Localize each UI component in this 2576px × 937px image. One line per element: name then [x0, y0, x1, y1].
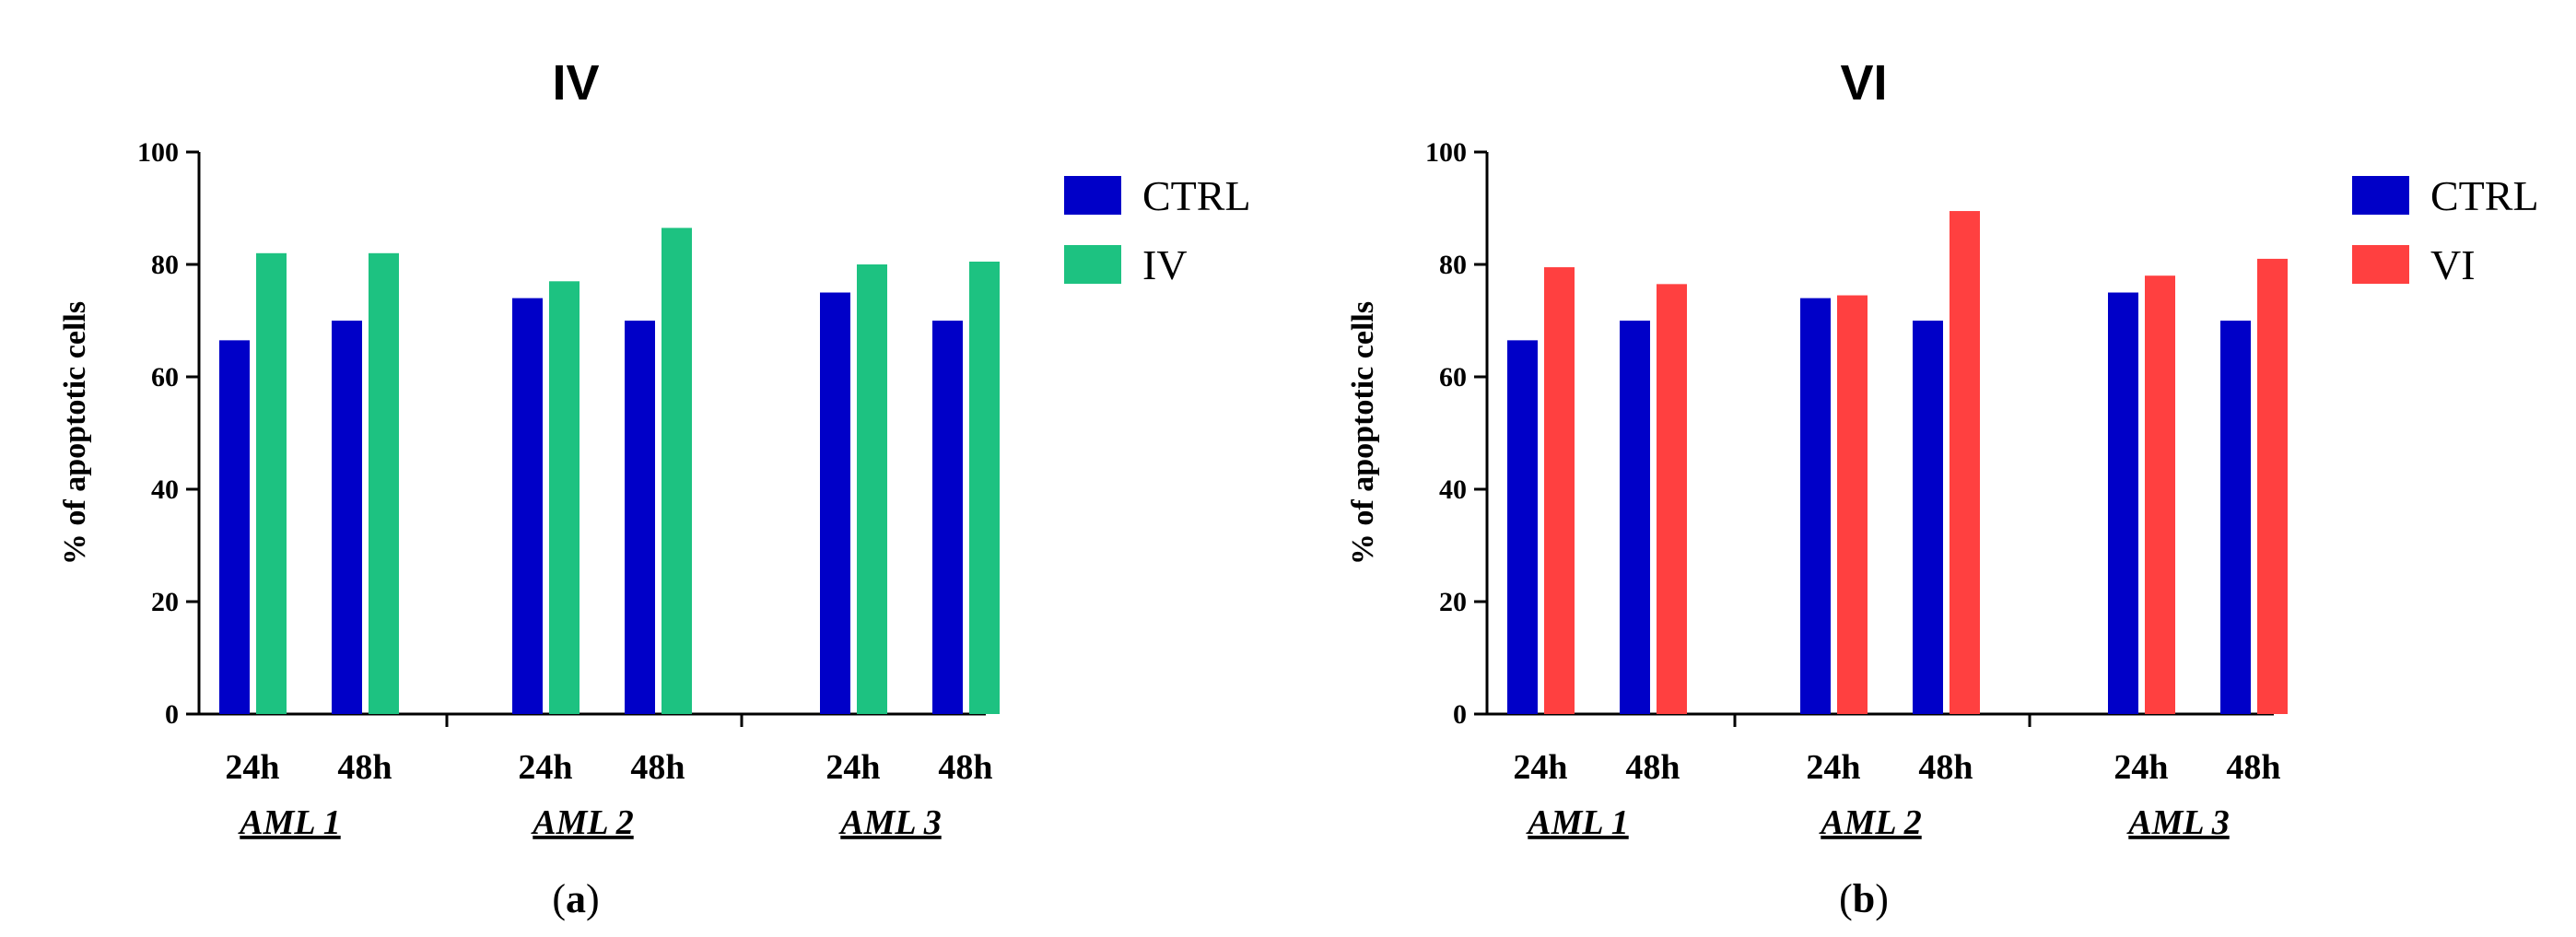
x-tick-label: 48h [630, 748, 685, 787]
bar-ctrl-aml2-48h [625, 321, 655, 714]
panel-caption: (a) [552, 876, 599, 921]
caption-letter: b [1853, 876, 1875, 921]
x-tick-label: 24h [518, 748, 572, 787]
chart-title: IV [552, 55, 599, 111]
bar-vi-aml2-48h [1950, 211, 1980, 715]
bar-iv-aml2-48h [662, 228, 692, 715]
bar-ctrl-aml2-24h [1800, 298, 1831, 714]
caption-letter: a [566, 876, 586, 921]
bar-ctrl-aml3-48h [2220, 321, 2251, 714]
y-tick-label: 100 [137, 137, 179, 168]
legend-swatch-iv [1064, 245, 1121, 284]
y-tick-label: 0 [165, 699, 179, 730]
legend-label-ctrl: CTRL [2430, 172, 2539, 219]
bar-ctrl-aml1-24h [1507, 340, 1538, 714]
x-tick-label: 48h [1625, 748, 1680, 787]
x-tick-label: 24h [2113, 748, 2168, 787]
x-tick-label: 24h [825, 748, 880, 787]
y-tick-label: 20 [151, 587, 179, 617]
x-tick-label: 48h [2226, 748, 2280, 787]
group-label: AML 2 [531, 803, 633, 842]
group-label: AML 3 [838, 803, 941, 842]
group-label: AML 2 [1819, 803, 1921, 842]
bar-vi-aml3-24h [2145, 275, 2175, 714]
bar-ctrl-aml3-24h [2108, 292, 2138, 714]
legend-label-ctrl: CTRL [1142, 172, 1251, 219]
y-tick-label: 60 [1439, 362, 1467, 392]
group-label: AML 1 [1526, 803, 1628, 842]
bar-ctrl-aml1-24h [219, 340, 250, 714]
caption-close-paren: ) [586, 876, 600, 921]
bar-ctrl-aml2-24h [512, 298, 543, 714]
caption-open-paren: ( [1839, 876, 1853, 921]
y-tick-label: 80 [151, 250, 179, 280]
bar-iv-aml3-24h [857, 264, 887, 714]
bar-iv-aml1-48h [369, 252, 399, 714]
x-tick-label: 48h [938, 748, 992, 787]
y-tick-label: 20 [1439, 587, 1467, 617]
group-label: AML 3 [2126, 803, 2229, 842]
panel-caption: (b) [1839, 876, 1889, 921]
chart-panel-1: IV 0 20 40 60 80 100 % of apoptotic cells 24h 48h… [58, 55, 1251, 921]
y-tick-label: 40 [1439, 474, 1467, 505]
x-tick-label: 24h [1513, 748, 1567, 787]
legend-swatch-vi [2352, 245, 2409, 284]
legend-swatch-ctrl [1064, 176, 1121, 215]
x-tick-label: 24h [1806, 748, 1860, 787]
bar-vi-aml3-48h [2257, 258, 2288, 714]
bar-ctrl-aml2-48h [1913, 321, 1943, 714]
bar-vi-aml1-24h [1544, 267, 1575, 714]
legend-swatch-ctrl [2352, 176, 2409, 215]
y-tick-label: 80 [1439, 250, 1467, 280]
bar-ctrl-aml1-48h [332, 321, 362, 714]
y-tick-label: 60 [151, 362, 179, 392]
x-tick-label: 48h [1918, 748, 1973, 787]
bar-iv-aml2-24h [549, 281, 580, 714]
chart-panel-2: VI 0 20 40 60 80 100 % of apoptotic cells 24h 48h… [1346, 55, 2539, 921]
bar-ctrl-aml3-24h [820, 292, 850, 714]
x-tick-label: 24h [225, 748, 279, 787]
bar-vi-aml1-48h [1657, 284, 1687, 714]
bar-ctrl-aml1-48h [1620, 321, 1650, 714]
legend-label-iv: IV [1142, 241, 1188, 288]
y-axis-label: % of apoptotic cells [58, 301, 92, 565]
bar-iv-aml3-48h [969, 261, 1000, 714]
caption-open-paren: ( [552, 876, 566, 921]
legend-label-vi: VI [2430, 241, 2476, 288]
y-tick-label: 0 [1453, 699, 1467, 730]
y-tick-label: 100 [1425, 137, 1467, 168]
y-tick-label: 40 [151, 474, 179, 505]
group-label: AML 1 [238, 803, 340, 842]
x-tick-label: 48h [337, 748, 392, 787]
chart-title: VI [1840, 55, 1887, 111]
bar-iv-aml1-24h [256, 252, 287, 714]
bar-vi-aml2-24h [1837, 295, 1868, 714]
bar-ctrl-aml3-48h [932, 321, 963, 714]
y-axis-label: % of apoptotic cells [1346, 301, 1380, 565]
caption-close-paren: ) [1875, 876, 1889, 921]
